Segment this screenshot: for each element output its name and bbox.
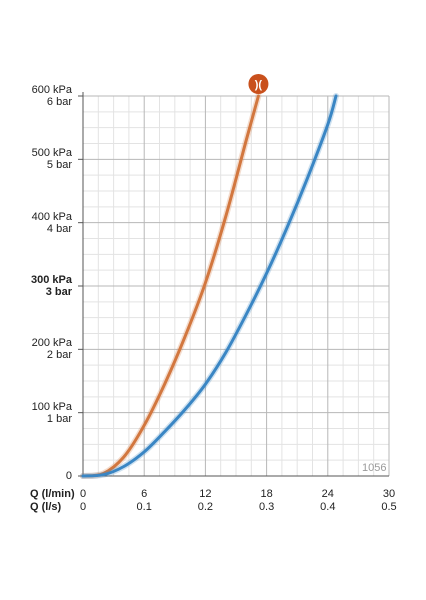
y-tick-kpa: 500 kPa xyxy=(31,147,72,160)
x-tick-label: 18 xyxy=(260,488,273,500)
x-axis-label-ls: Q (l/s) xyxy=(30,501,62,513)
y-tick-bar: 3 bar xyxy=(45,286,72,298)
x-tick-label: 0.5 xyxy=(381,501,397,513)
y-tick-bar: 1 bar xyxy=(46,412,72,425)
y-tick-kpa: 400 kPa xyxy=(31,210,72,223)
x-tick-label: 0 xyxy=(79,501,87,513)
series-0-line xyxy=(81,94,260,478)
x-tick-label: 0.3 xyxy=(258,501,275,513)
y-tick-bar: 4 bar xyxy=(46,222,72,235)
x-tick-label: 0.2 xyxy=(197,501,214,513)
y-tick-label: 400 kPa 4 bar xyxy=(32,211,72,235)
x-tick-label: 0.1 xyxy=(136,501,152,513)
flow-limiter-icon-circle xyxy=(248,74,269,94)
flow-limiter-icon: )( xyxy=(248,74,269,94)
y-tick-kpa: 100 kPa xyxy=(31,400,72,413)
x-tick-label: 6 xyxy=(141,488,148,500)
series-lines xyxy=(80,93,339,479)
x-tick-label: 0 xyxy=(79,488,87,500)
y-tick-label: 600 kPa 6 bar xyxy=(32,84,72,108)
major-gridlines xyxy=(83,95,390,476)
axes xyxy=(78,92,389,477)
x-tick-label: 12 xyxy=(199,488,212,500)
y-tick-bar: 2 bar xyxy=(46,349,72,362)
y-tick-label: 300 kPa 3 bar xyxy=(31,274,72,298)
x-axis-row-ls: Q (l/s) 0 0.1 0.2 0.3 0.4 0.5 xyxy=(0,501,426,515)
y-tick-kpa: 200 kPa xyxy=(31,337,72,350)
series-1-line xyxy=(81,94,338,478)
x-tick-label: 0.4 xyxy=(320,501,336,513)
chart-code: 1056 xyxy=(362,462,387,474)
y-tick-bar: 5 bar xyxy=(46,159,72,172)
y-tick-kpa: 300 kPa xyxy=(31,274,72,286)
flow-limiter-icon-text: )( xyxy=(255,79,263,91)
y-tick-label: 100 kPa 1 bar xyxy=(32,401,72,425)
x-axis-row-lmin: Q (l/min) 0 6 12 18 24 30 xyxy=(0,488,426,502)
x-axis-label-lmin: Q (l/min) xyxy=(30,488,75,500)
x-tick-label: 24 xyxy=(321,488,334,500)
y-tick-kpa: 600 kPa xyxy=(31,84,72,96)
y-tick-bar: 6 bar xyxy=(46,96,72,108)
y-tick-label: 0 xyxy=(65,470,72,482)
y-tick-label: 200 kPa 2 bar xyxy=(32,337,72,361)
y-tick-label: 500 kPa 5 bar xyxy=(32,147,72,171)
x-tick-label: 30 xyxy=(382,488,396,500)
